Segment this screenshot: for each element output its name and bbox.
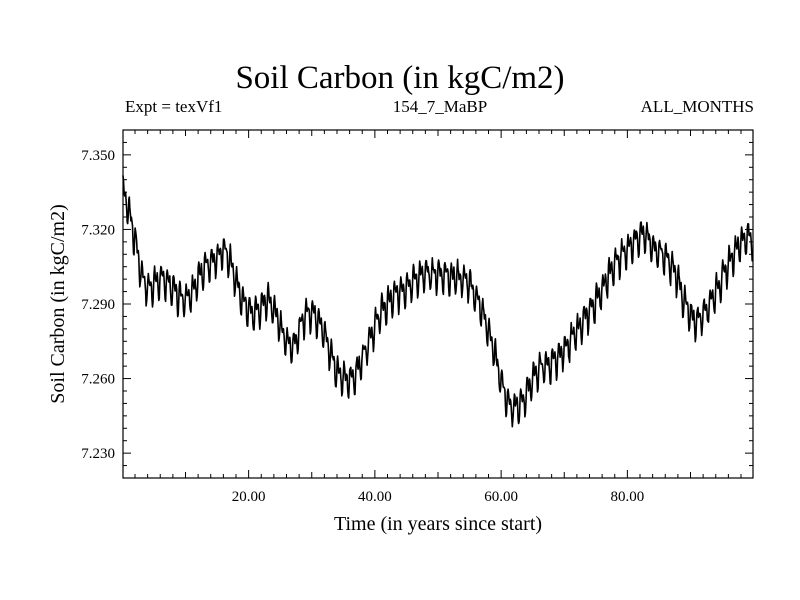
plot-frame xyxy=(122,129,754,479)
experiment-label: Expt = texVf1 xyxy=(125,97,223,116)
months-label: ALL_MONTHS xyxy=(640,97,754,116)
y-tick-label: 7.350 xyxy=(81,148,115,164)
x-axis-label: Time (in years since start) xyxy=(334,513,542,535)
y-axis-label: Soil Carbon (in kgC/m2) xyxy=(47,204,69,403)
x-tick-label: 20.00 xyxy=(232,489,266,505)
chart-title: Soil Carbon (in kgC/m2) xyxy=(235,60,565,96)
x-tick-label: 80.00 xyxy=(611,489,645,505)
x-tick-label: 40.00 xyxy=(358,489,392,505)
tick-labels: 20.00 40.00 60.00 80.00 7.230 7.260 7.290 7.320… xyxy=(81,148,644,505)
period-label: 154_7_MaBP xyxy=(392,97,488,116)
series-line xyxy=(122,175,754,428)
y-tick-label: 7.230 xyxy=(81,446,115,462)
y-tick-label: 7.260 xyxy=(81,372,115,388)
y-tick-label: 7.290 xyxy=(81,297,115,313)
y-tick-label: 7.320 xyxy=(81,222,115,238)
tick-marks xyxy=(123,129,753,479)
x-tick-label: 60.00 xyxy=(484,489,518,505)
